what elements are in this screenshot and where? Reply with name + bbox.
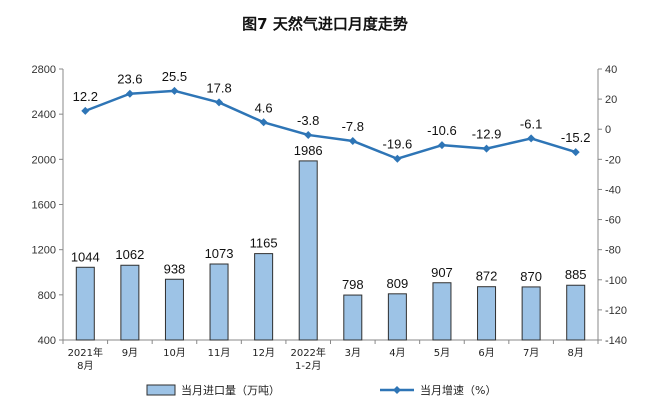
right-tick-label: -120 bbox=[605, 305, 627, 317]
bar bbox=[387, 293, 407, 341]
bar-value-label: 907 bbox=[431, 265, 453, 280]
line-value-label: -7.8 bbox=[342, 119, 364, 134]
x-tick-label: 10月 bbox=[163, 347, 186, 359]
bar bbox=[477, 286, 497, 341]
line-point bbox=[393, 154, 402, 163]
line-point bbox=[170, 86, 179, 95]
line-value-label: 25.5 bbox=[162, 69, 187, 84]
line-value-label: -12.9 bbox=[472, 127, 502, 142]
x-tick-label: 5月 bbox=[434, 347, 450, 359]
left-tick-label: 800 bbox=[38, 290, 56, 302]
left-tick-label: 400 bbox=[38, 335, 56, 347]
line-value-label: -6.1 bbox=[520, 116, 542, 131]
chart-title: 图7 天然气进口月度走势 bbox=[242, 15, 408, 33]
bar-value-label: 872 bbox=[476, 269, 498, 284]
bar-value-label: 1044 bbox=[71, 249, 100, 264]
bars bbox=[75, 160, 586, 341]
line-value-label: 4.6 bbox=[255, 100, 273, 115]
bar bbox=[164, 278, 184, 341]
line-point bbox=[482, 144, 491, 153]
line-point bbox=[81, 106, 90, 115]
right-tick-label: 20 bbox=[605, 94, 617, 106]
bar-value-label: 885 bbox=[565, 267, 587, 282]
line-point bbox=[304, 130, 313, 139]
x-tick-label: 2022年 bbox=[290, 346, 325, 359]
x-tick-label: 3月 bbox=[345, 347, 361, 359]
bar-labels: 1044 1062 938 1073 1165 1986 798 809 907 872 870 88… bbox=[71, 143, 587, 292]
line-point bbox=[437, 141, 446, 150]
right-tick-label: -20 bbox=[605, 154, 621, 166]
line-value-label: 23.6 bbox=[117, 72, 142, 87]
x-tick-label: 7月 bbox=[523, 347, 539, 359]
line-series bbox=[81, 86, 580, 163]
right-tick-label: -100 bbox=[605, 275, 627, 287]
line-point bbox=[259, 118, 268, 127]
line-point bbox=[571, 148, 580, 157]
x-tick-label: 2021年 bbox=[68, 346, 103, 359]
right-tick-label: 40 bbox=[605, 64, 617, 76]
left-tick-label: 2800 bbox=[32, 64, 56, 76]
right-tick-label: 0 bbox=[605, 124, 611, 136]
left-tick-label: 2400 bbox=[32, 109, 56, 121]
growth-line bbox=[84, 89, 577, 160]
bar bbox=[209, 263, 229, 341]
bar-value-label: 938 bbox=[164, 261, 186, 276]
legend-bar-label: 当月进口量（万吨） bbox=[181, 383, 280, 397]
bar-value-label: 1073 bbox=[205, 246, 234, 261]
bar bbox=[432, 282, 452, 341]
axes: 400 800 1200 1600 2000 2400 2800 40 20 0 -20 -40 -60… bbox=[32, 64, 628, 372]
x-tick-label: 1-2月 bbox=[295, 360, 321, 372]
x-tick-label: 8月 bbox=[77, 360, 93, 372]
line-value-label: -19.6 bbox=[383, 137, 413, 152]
line-value-label: 17.8 bbox=[206, 80, 231, 95]
line-point bbox=[125, 89, 134, 98]
bar-value-label: 1165 bbox=[250, 236, 278, 251]
bar bbox=[298, 160, 318, 341]
right-tick-label: -140 bbox=[605, 335, 627, 347]
line-point bbox=[348, 136, 357, 145]
bar bbox=[254, 253, 274, 341]
left-tick-label: 1600 bbox=[32, 200, 56, 212]
line-value-label: -10.6 bbox=[427, 123, 457, 138]
x-tick-label: 12月 bbox=[252, 347, 275, 359]
bar bbox=[120, 264, 140, 341]
x-tick-label: 4月 bbox=[389, 347, 405, 359]
bar bbox=[343, 294, 363, 341]
bar-value-label: 1986 bbox=[294, 143, 323, 158]
left-tick-label: 2000 bbox=[32, 154, 56, 166]
bar-value-label: 870 bbox=[520, 269, 542, 284]
bar bbox=[566, 284, 586, 341]
right-tick-label: -40 bbox=[605, 184, 621, 196]
right-tick-label: -60 bbox=[605, 215, 621, 227]
bar bbox=[75, 266, 95, 341]
legend: 当月进口量（万吨） 当月增速（%） bbox=[146, 383, 496, 397]
x-tick-label: 6月 bbox=[478, 347, 494, 359]
line-value-label: 12.2 bbox=[73, 89, 98, 104]
bar-value-label: 809 bbox=[387, 276, 409, 291]
legend-bar-swatch bbox=[146, 384, 176, 396]
legend-line-marker bbox=[393, 386, 401, 394]
x-tick-label: 8月 bbox=[568, 347, 584, 359]
legend-line-label: 当月增速（%） bbox=[420, 383, 496, 397]
left-tick-label: 1200 bbox=[32, 245, 56, 257]
right-tick-label: -80 bbox=[605, 245, 621, 257]
bar-value-label: 798 bbox=[342, 277, 364, 292]
x-tick-label: 11月 bbox=[208, 347, 231, 359]
bar-value-label: 1062 bbox=[115, 247, 144, 262]
x-tick-label: 9月 bbox=[122, 347, 138, 359]
line-point bbox=[215, 98, 224, 107]
line-value-label: -15.2 bbox=[561, 130, 591, 145]
line-labels: 12.2 23.6 25.5 17.8 4.6 -3.8 -7.8 -19.6 -10.6 -12… bbox=[73, 69, 591, 152]
bar bbox=[521, 286, 541, 341]
line-point bbox=[527, 134, 536, 143]
line-value-label: -3.8 bbox=[297, 113, 319, 128]
